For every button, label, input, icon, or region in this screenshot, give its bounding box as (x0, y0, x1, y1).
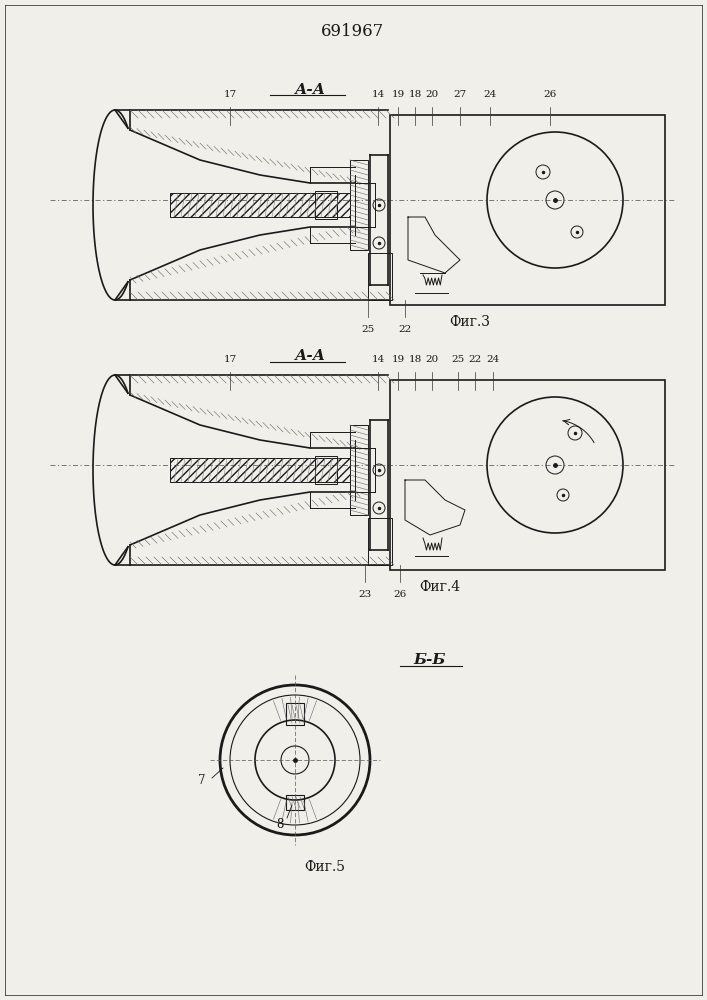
Text: 20: 20 (426, 355, 438, 364)
Text: 18: 18 (409, 355, 421, 364)
Text: 23: 23 (358, 590, 372, 599)
Text: 25: 25 (451, 355, 464, 364)
Text: 17: 17 (223, 355, 237, 364)
Bar (315, 456, 337, 484)
Text: 14: 14 (371, 90, 385, 99)
Text: 19: 19 (392, 90, 404, 99)
Text: 22: 22 (468, 355, 481, 364)
Text: 8: 8 (276, 818, 284, 832)
Bar (350, 160, 368, 250)
Text: А-А: А-А (294, 83, 325, 97)
Bar (170, 458, 350, 482)
Text: Фиг.4: Фиг.4 (419, 580, 460, 594)
Bar (170, 193, 350, 217)
Text: Фиг.3: Фиг.3 (450, 315, 491, 329)
Text: 24: 24 (484, 90, 496, 99)
Bar (368, 253, 392, 300)
Text: А-А: А-А (294, 349, 325, 363)
Bar (286, 703, 304, 725)
Text: 7: 7 (198, 774, 206, 786)
Text: 19: 19 (392, 355, 404, 364)
Text: 26: 26 (544, 90, 556, 99)
Text: 691967: 691967 (322, 23, 385, 40)
Text: 20: 20 (426, 90, 438, 99)
Bar (390, 115, 665, 305)
Text: 26: 26 (393, 590, 407, 599)
Text: 25: 25 (361, 325, 375, 334)
Bar (368, 518, 392, 565)
Text: Б-Б: Б-Б (414, 653, 446, 667)
Text: 14: 14 (371, 355, 385, 364)
Text: 18: 18 (409, 90, 421, 99)
Bar (315, 191, 337, 219)
Text: 22: 22 (398, 325, 411, 334)
Text: 24: 24 (486, 355, 500, 364)
Text: 17: 17 (223, 90, 237, 99)
Text: Фиг.5: Фиг.5 (305, 860, 346, 874)
Bar (286, 795, 304, 810)
Text: 27: 27 (453, 90, 467, 99)
Bar (350, 425, 368, 515)
Bar (390, 380, 665, 570)
